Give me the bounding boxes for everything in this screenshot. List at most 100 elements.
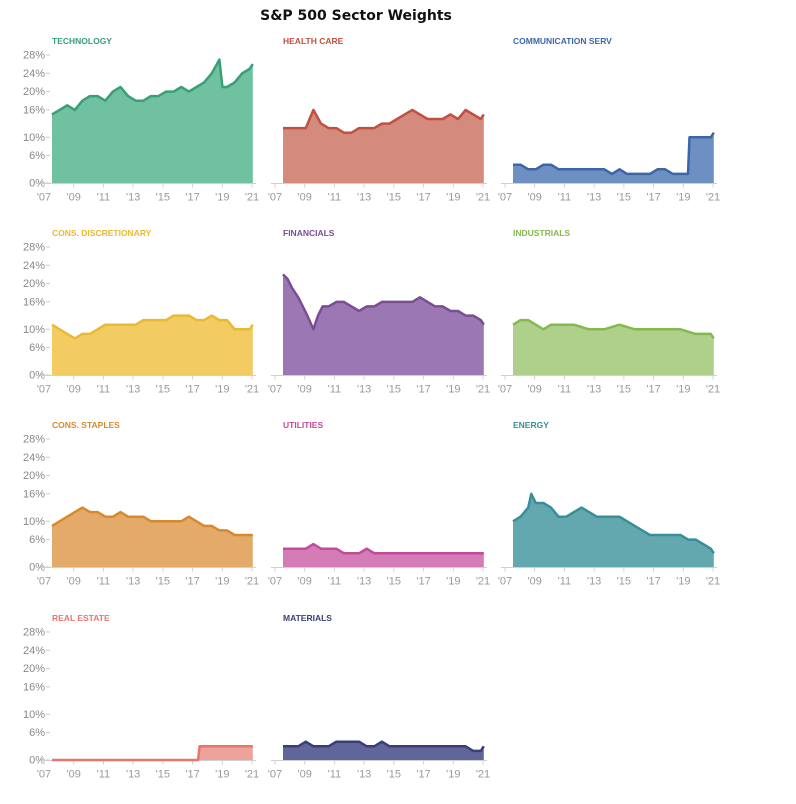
x-tick-label: '11	[558, 384, 572, 396]
panel-real-estate: REAL ESTATE 28% 24% 20% 16% 10% 6% 0% '07 '09 '11 '…	[23, 613, 259, 781]
x-tick-label: '13	[357, 769, 371, 781]
x-tick-label: '17	[185, 192, 199, 204]
x-tick-label: '11	[328, 384, 342, 396]
panel-technology: TECHNOLOGY 28% 24% 20% 16% 10% 6% 0% '07 '09 '11 '1…	[23, 36, 259, 204]
x-tick-label: '13	[126, 769, 140, 781]
x-tick-label: '09	[528, 192, 542, 204]
x-tick-label: '07	[268, 769, 282, 781]
panel-title: FINANCIALS	[283, 228, 335, 238]
x-tick-label: '13	[357, 384, 371, 396]
panel-materials: MATERIALS '07 '09 '11 '13 '15 '17 '19 '21	[268, 613, 490, 781]
x-tick-label: '21	[476, 384, 490, 396]
x-tick-label: '09	[67, 769, 81, 781]
x-tick-label: '19	[215, 769, 229, 781]
x-tick-label: '19	[215, 576, 229, 588]
x-tick-label: '19	[215, 192, 229, 204]
x-tick-label: '19	[446, 192, 460, 204]
y-tick-label: 20%	[23, 470, 45, 482]
x-tick-label: '17	[416, 769, 430, 781]
y-tick-label: 0%	[29, 370, 45, 382]
series-line	[283, 542, 484, 555]
x-tick-label: '17	[416, 192, 430, 204]
panel-title: HEALTH CARE	[283, 36, 344, 46]
y-tick-label: 10%	[23, 516, 45, 528]
y-tick-label: 10%	[23, 132, 45, 144]
panel-title: CONS. DISCRETIONARY	[52, 228, 152, 238]
x-tick-label: '15	[156, 384, 170, 396]
y-tick-label: 6%	[29, 150, 45, 162]
x-tick-label: '15	[156, 769, 170, 781]
y-tick-label: 28%	[23, 50, 45, 62]
x-tick-label: '09	[67, 384, 81, 396]
x-tick-label: '07	[37, 769, 51, 781]
y-tick-label: 10%	[23, 324, 45, 336]
x-tick-label: '07	[268, 384, 282, 396]
x-tick-label: '07	[498, 192, 512, 204]
x-tick-label: '11	[328, 576, 342, 588]
series-area	[52, 315, 253, 375]
series-line	[283, 740, 485, 753]
x-tick-label: '17	[646, 192, 660, 204]
x-tick-label: '11	[558, 192, 572, 204]
x-tick-label: '07	[498, 384, 512, 396]
x-tick-label: '07	[37, 192, 51, 204]
x-tick-label: '13	[357, 192, 371, 204]
series-line	[512, 318, 715, 340]
x-tick-label: '07	[268, 192, 282, 204]
x-tick-label: '17	[646, 384, 660, 396]
x-tick-label: '15	[156, 192, 170, 204]
x-tick-label: '07	[37, 384, 51, 396]
x-tick-label: '13	[126, 576, 140, 588]
panel-cons-staples: CONS. STAPLES 28% 24% 20% 16% 10% 6% 0% '07 '09 '1…	[23, 420, 259, 588]
panel-title: UTILITIES	[283, 420, 323, 430]
series-line	[513, 132, 715, 176]
x-tick-label: '21	[476, 192, 490, 204]
series-area	[513, 493, 714, 567]
x-tick-label: '21	[706, 192, 720, 204]
x-tick-label: '21	[245, 576, 259, 588]
x-tick-label: '19	[676, 576, 690, 588]
x-tick-label: '19	[676, 192, 690, 204]
y-tick-label: 16%	[23, 104, 45, 116]
panel-financials: FINANCIALS '07 '09 '11 '13 '15 '17 '19 '21	[268, 228, 490, 396]
x-tick-label: '15	[156, 576, 170, 588]
y-tick-label: 10%	[23, 709, 45, 721]
series-line	[51, 314, 254, 340]
x-tick-label: '13	[587, 192, 601, 204]
y-tick-label: 16%	[23, 488, 45, 500]
series-area	[52, 507, 253, 567]
x-tick-label: '17	[185, 384, 199, 396]
y-tick-label: 16%	[23, 296, 45, 308]
x-tick-label: '15	[617, 576, 631, 588]
x-tick-label: '15	[387, 769, 401, 781]
x-tick-label: '21	[706, 576, 720, 588]
panel-title: INDUSTRIALS	[513, 228, 570, 238]
y-tick-label: 16%	[23, 681, 45, 693]
y-tick-label: 28%	[23, 627, 45, 639]
panel-health-care: HEALTH CARE '07 '09 '11 '13 '15 '17 '19 '21	[268, 36, 490, 204]
x-tick-label: '21	[245, 769, 259, 781]
series-line	[283, 108, 485, 134]
panel-title: TECHNOLOGY	[52, 36, 112, 46]
x-tick-label: '09	[298, 192, 312, 204]
y-tick-label: 20%	[23, 278, 45, 290]
x-tick-label: '13	[126, 192, 140, 204]
panel-utilities: UTILITIES '07 '09 '11 '13 '15 '17 '19 '21	[268, 420, 490, 588]
y-tick-label: 24%	[23, 452, 45, 464]
series-area	[513, 132, 714, 183]
x-tick-label: '11	[97, 576, 111, 588]
y-tick-label: 0%	[29, 178, 45, 190]
y-tick-label: 24%	[23, 68, 45, 80]
series-line	[282, 273, 485, 331]
x-tick-label: '11	[558, 576, 572, 588]
x-tick-label: '21	[476, 769, 490, 781]
y-tick-label: 28%	[23, 434, 45, 446]
panel-title: MATERIALS	[283, 613, 332, 623]
x-tick-label: '19	[676, 384, 690, 396]
y-tick-label: 28%	[23, 242, 45, 254]
panel-title: REAL ESTATE	[52, 613, 110, 623]
x-tick-label: '09	[67, 576, 81, 588]
x-tick-label: '15	[387, 576, 401, 588]
x-tick-label: '13	[587, 384, 601, 396]
